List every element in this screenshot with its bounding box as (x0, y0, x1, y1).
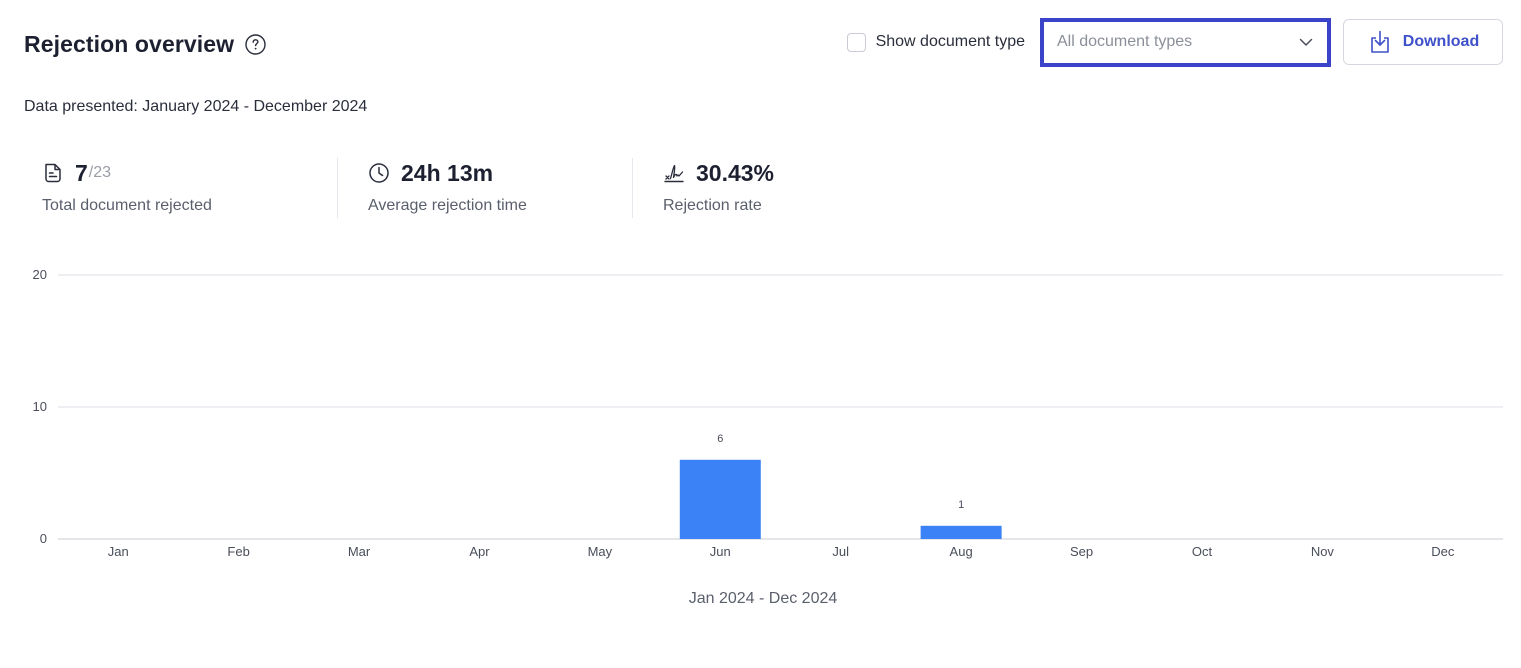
stat-average-time: 24h 13m Average rejection time (337, 158, 632, 218)
show-document-type-label: Show document type (875, 33, 1025, 50)
y-tick-label: 10 (33, 399, 47, 414)
document-icon (45, 163, 61, 183)
x-tick-label-nov: Nov (1311, 544, 1335, 559)
bar-jun (679, 459, 761, 539)
y-tick-label: 0 (40, 531, 47, 546)
stat-total-rejected-value: 7 (75, 159, 88, 186)
stat-total-documents: /23 (88, 164, 112, 181)
question-circle-icon[interactable] (245, 33, 266, 55)
data-label-jun: 6 (717, 433, 723, 445)
download-button[interactable]: Download (1343, 19, 1503, 65)
x-tick-label-apr: Apr (469, 544, 490, 559)
stat-rejection-rate-label: Rejection rate (663, 197, 762, 214)
x-tick-label-jan: Jan (108, 544, 129, 559)
y-tick-label: 20 (33, 267, 47, 282)
stat-average-time-value: 24h 13m (401, 159, 494, 186)
download-button-label: Download (1402, 33, 1480, 50)
data-label-aug: 1 (958, 499, 964, 511)
clock-icon (369, 163, 389, 183)
signature-icon (664, 164, 684, 183)
stat-average-time-label: Average rejection time (368, 197, 527, 214)
document-type-select-value: All document types (1057, 33, 1193, 50)
chart-svg: 0 10 20 Jan Feb Mar Apr May 6 Jun Jul 1 Aug Sep Oct Nov… (33, 267, 1503, 607)
show-document-type-toggle[interactable]: Show document type (846, 32, 1025, 52)
stat-total-rejected: 7 /23 Total document rejected (42, 158, 337, 218)
rejections-bar-chart: 0 10 20 Jan Feb Mar Apr May 6 Jun Jul 1 Aug Sep Oct Nov… (0, 255, 1521, 615)
x-tick-label-sep: Sep (1070, 544, 1093, 559)
x-axis-title: Jan 2024 - Dec 2024 (689, 590, 838, 607)
download-tray-icon (1370, 30, 1389, 53)
stats-row: 7 /23 Total document rejected 24h 13m Av… (42, 158, 927, 218)
document-type-select[interactable]: All document types (1040, 17, 1331, 67)
date-range-text: Data presented: January 2024 - December … (24, 98, 368, 115)
x-tick-label-jun: Jun (710, 544, 731, 559)
x-tick-label-jul: Jul (832, 544, 849, 559)
x-tick-label-feb: Feb (227, 544, 249, 559)
chevron-down-icon (1299, 35, 1313, 49)
x-tick-label-oct: Oct (1192, 544, 1213, 559)
x-tick-label-mar: Mar (348, 544, 371, 559)
stat-rejection-rate: 30.43% Rejection rate (632, 158, 927, 218)
show-document-type-checkbox[interactable] (846, 32, 866, 52)
x-tick-label-dec: Dec (1431, 544, 1455, 559)
page-title: Rejection overview (24, 30, 235, 57)
header: Rejection overview (24, 24, 266, 64)
toolbar: Show document type All document types Do… (846, 17, 1503, 67)
bar-aug (920, 525, 1002, 539)
x-tick-label-aug: Aug (950, 544, 973, 559)
x-tick-label-may: May (588, 544, 613, 559)
stat-rejection-rate-value: 30.43% (696, 159, 775, 186)
stat-total-rejected-label: Total document rejected (42, 197, 212, 214)
